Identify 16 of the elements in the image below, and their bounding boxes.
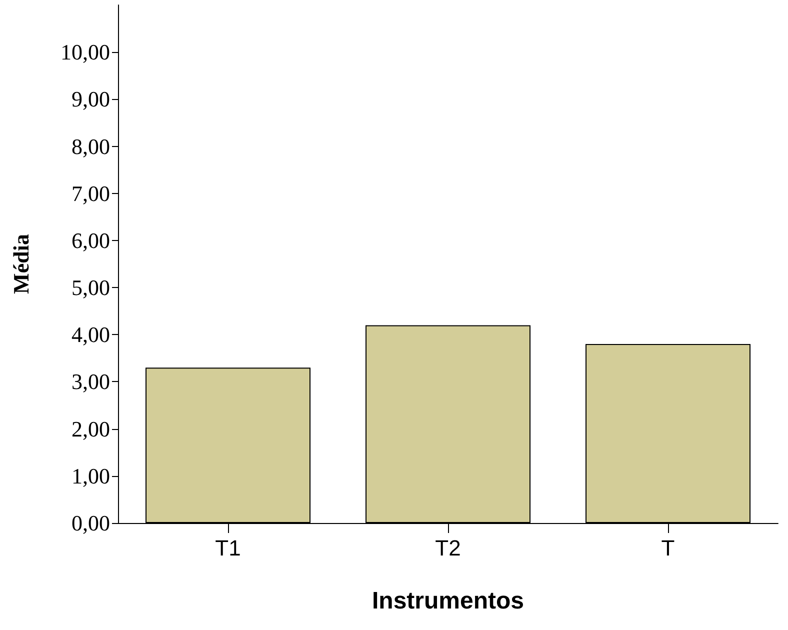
y-tick-label: 0,00 [72,510,110,536]
y-tick-label: 1,00 [72,463,110,488]
y-tick-label: 9,00 [72,86,110,112]
x-tick-label: T2 [435,536,461,560]
y-tick-label: 2,00 [72,416,110,442]
y-tick-label: 4,00 [72,322,110,348]
y-tick-label: 5,00 [72,275,110,300]
y-tick-label: 7,00 [72,180,110,206]
y-axis-title: Média [8,234,34,294]
x-tick-label: T1 [215,536,241,560]
y-tick-label: 6,00 [72,228,110,253]
x-axis-title: Instrumentos [372,588,524,614]
y-tick-label: 10,00 [60,40,110,65]
x-tick-label: T [661,536,675,560]
y-tick-label: 8,00 [72,134,110,159]
y-tick-label: 3,00 [72,369,110,394]
